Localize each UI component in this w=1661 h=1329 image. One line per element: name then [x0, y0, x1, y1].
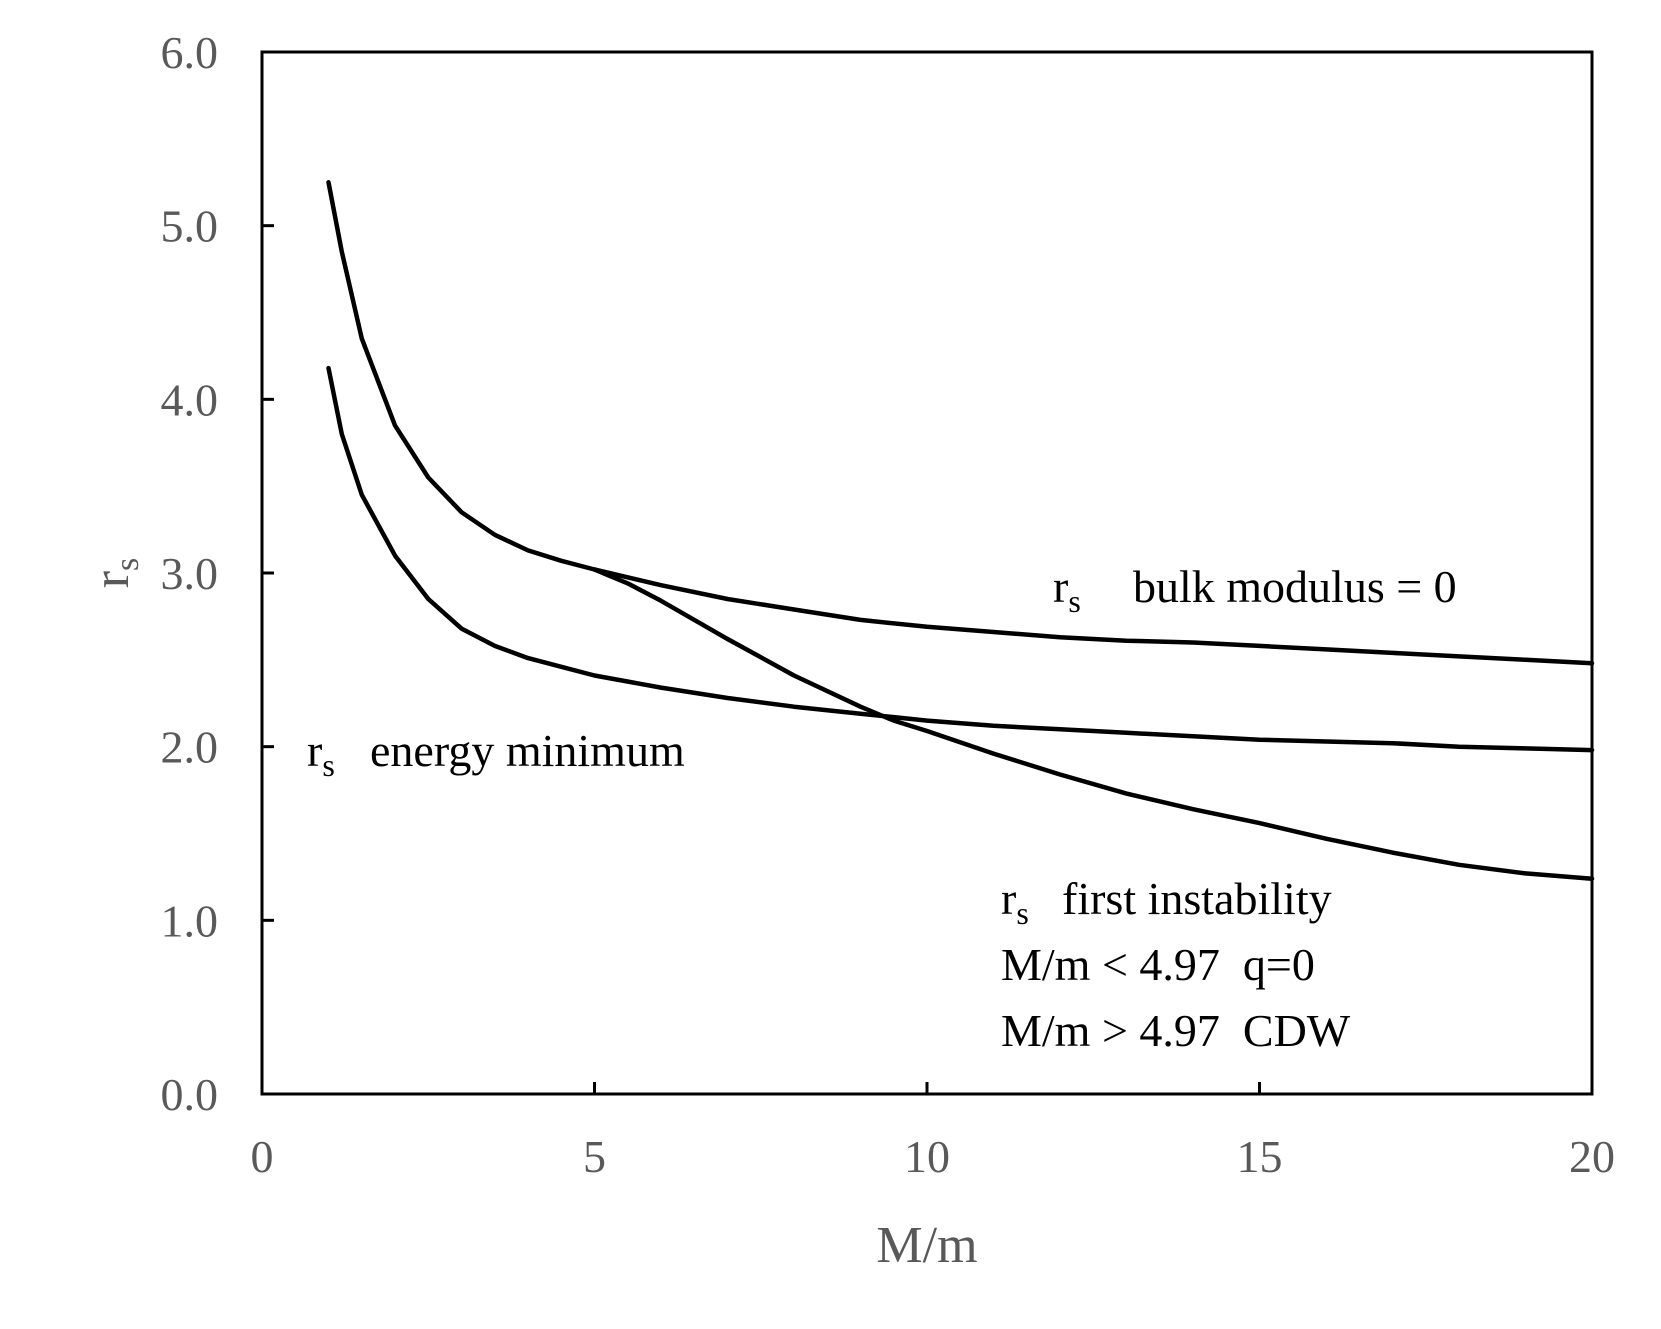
annotation-energy-minimum: rs energy minimum [307, 725, 685, 783]
annotation-energy-minimum-main: r [307, 725, 322, 776]
y-axis-ticks: 0.0 1.0 2.0 3.0 4.0 5.0 6.0 [161, 27, 274, 1120]
svg-text:rs: rs [83, 558, 146, 589]
x-tick-label: 10 [904, 1131, 950, 1182]
x-tick-label: 5 [583, 1131, 606, 1182]
series-lines [326, 180, 1595, 881]
y-axis-title-sub: s [109, 558, 146, 571]
y-tick-label: 6.0 [161, 27, 219, 78]
annotation-energy-minimum-text: energy minimum [370, 725, 685, 776]
y-tick-label: 3.0 [161, 548, 219, 599]
annotation-bulk-modulus-main: r [1053, 561, 1068, 612]
annotation-first-instability: rs first instability [1001, 873, 1332, 931]
series-first-instability-line [592, 567, 1595, 881]
y-axis-title: rs [83, 558, 146, 589]
x-axis-ticks: 0 5 10 15 20 [251, 1082, 1615, 1182]
y-tick-label: 4.0 [161, 374, 219, 425]
y-tick-label: 1.0 [161, 895, 219, 946]
annotation-energy-minimum-sub: s [322, 747, 334, 783]
annotation-instability-line3: M/m > 4.97 CDW [1001, 1005, 1351, 1056]
annotation-first-instability-sub: s [1016, 895, 1028, 931]
y-tick-label: 0.0 [161, 1069, 219, 1120]
x-axis-title: M/m [876, 1217, 977, 1274]
annotation-bulk-modulus: rs bulk modulus = 0 [1053, 561, 1457, 619]
x-tick-label: 0 [251, 1131, 274, 1182]
x-tick-label: 20 [1569, 1131, 1615, 1182]
annotation-bulk-modulus-sub: s [1068, 583, 1080, 619]
y-tick-label: 2.0 [161, 722, 219, 773]
series-bulk-modulus-line [326, 180, 1595, 666]
annotation-first-instability-main: r [1001, 873, 1016, 924]
annotation-first-instability-text: first instability [1062, 873, 1332, 924]
x-tick-label: 15 [1237, 1131, 1283, 1182]
series-energy-minimum-line [326, 365, 1595, 753]
y-tick-label: 5.0 [161, 201, 219, 252]
annotation-bulk-modulus-text: bulk modulus = 0 [1133, 561, 1457, 612]
y-axis-title-main: r [83, 571, 140, 588]
annotation-instability-line2: M/m < 4.97 q=0 [1001, 939, 1315, 990]
